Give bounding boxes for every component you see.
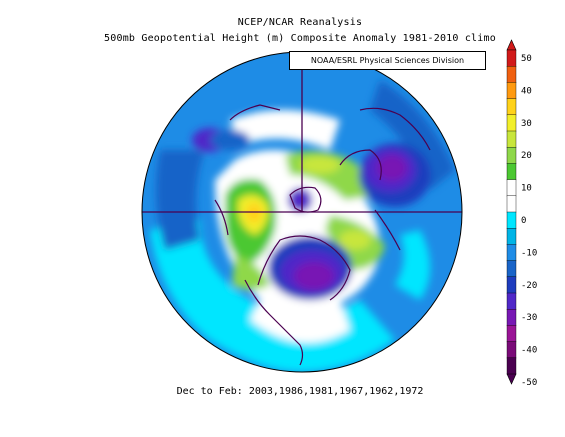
colorbar-label: 10 — [521, 184, 532, 194]
map-subtitle: 500mb Geopotential Height (m) Composite … — [104, 33, 496, 44]
colorbar-label: 40 — [521, 86, 532, 96]
colorbar-label: -20 — [521, 281, 537, 291]
colorbar-label: 0 — [521, 216, 526, 226]
colorbar: 50 40 30 20 10 0 -10 -20 -30 -40 -50 — [506, 39, 537, 388]
colorbar-segment — [506, 341, 517, 359]
colorbar-arrow-bottom — [506, 373, 517, 385]
map-title: NCEP/NCAR Reanalysis — [237, 17, 363, 28]
colorbar-segment — [506, 66, 517, 83]
colorbar-segment — [506, 179, 517, 197]
colorbar-label: 30 — [521, 119, 532, 129]
colorbar-segment — [506, 195, 517, 213]
colorbar-segment — [506, 114, 517, 132]
colorbar-segment — [506, 146, 517, 164]
colorbar-segment — [506, 98, 517, 116]
colorbar-segment — [506, 211, 517, 229]
colorbar-label: 20 — [521, 151, 532, 161]
colorbar-label: -40 — [521, 346, 537, 356]
colorbar-segment — [506, 276, 517, 294]
colorbar-label: 50 — [521, 54, 532, 64]
colorbar-label: -50 — [521, 378, 537, 388]
colorbar-segment — [506, 260, 517, 278]
coastlines — [214, 104, 431, 366]
colorbar-segment — [506, 82, 517, 100]
colorbar-arrow-top — [506, 39, 517, 51]
credit-box: NOAA/ESRL Physical Sciences Division — [289, 51, 486, 70]
colorbar-label: -30 — [521, 313, 537, 323]
colorbar-label: -10 — [521, 248, 537, 258]
colorbar-segment — [506, 244, 517, 262]
map-footer: Dec to Feb: 2003,1986,1981,1967,1962,197… — [176, 386, 424, 397]
colorbar-segment — [506, 309, 517, 326]
colorbar-segment — [506, 49, 517, 67]
colorbar-segment — [506, 292, 517, 310]
colorbar-segment — [506, 227, 517, 245]
colorbar-segment — [506, 130, 517, 148]
colorbar-segment — [506, 357, 517, 375]
colorbar-segment — [506, 325, 517, 343]
colorbar-segment — [506, 163, 517, 181]
